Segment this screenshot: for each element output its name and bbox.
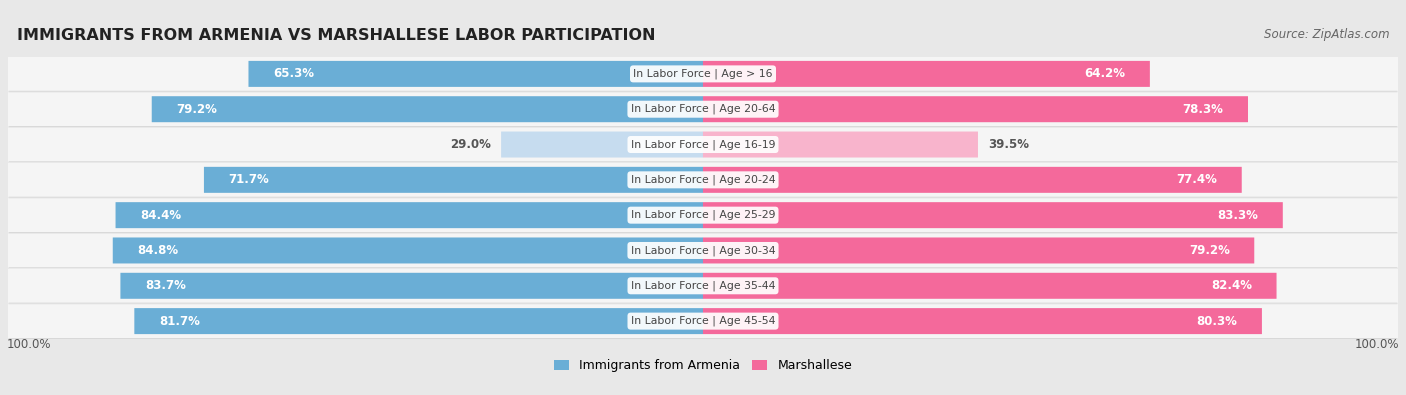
- FancyBboxPatch shape: [8, 163, 1398, 198]
- FancyBboxPatch shape: [703, 202, 1282, 228]
- Legend: Immigrants from Armenia, Marshallese: Immigrants from Armenia, Marshallese: [548, 354, 858, 377]
- FancyBboxPatch shape: [204, 167, 703, 193]
- FancyBboxPatch shape: [703, 308, 1263, 334]
- Text: 83.3%: 83.3%: [1218, 209, 1258, 222]
- Text: 77.4%: 77.4%: [1177, 173, 1218, 186]
- Text: In Labor Force | Age 20-64: In Labor Force | Age 20-64: [631, 104, 775, 115]
- Text: 65.3%: 65.3%: [273, 68, 314, 81]
- Text: 79.2%: 79.2%: [176, 103, 217, 116]
- FancyBboxPatch shape: [8, 57, 1398, 91]
- FancyBboxPatch shape: [8, 198, 1398, 232]
- FancyBboxPatch shape: [135, 308, 703, 334]
- Text: Source: ZipAtlas.com: Source: ZipAtlas.com: [1264, 28, 1389, 41]
- Text: 84.4%: 84.4%: [141, 209, 181, 222]
- FancyBboxPatch shape: [703, 132, 979, 158]
- FancyBboxPatch shape: [8, 128, 1398, 162]
- FancyBboxPatch shape: [501, 132, 703, 158]
- FancyBboxPatch shape: [8, 269, 1398, 303]
- Text: In Labor Force | Age > 16: In Labor Force | Age > 16: [633, 69, 773, 79]
- Text: IMMIGRANTS FROM ARMENIA VS MARSHALLESE LABOR PARTICIPATION: IMMIGRANTS FROM ARMENIA VS MARSHALLESE L…: [17, 28, 655, 43]
- Text: 78.3%: 78.3%: [1182, 103, 1223, 116]
- Text: In Labor Force | Age 25-29: In Labor Force | Age 25-29: [631, 210, 775, 220]
- Text: 39.5%: 39.5%: [988, 138, 1029, 151]
- FancyBboxPatch shape: [8, 304, 1398, 338]
- FancyBboxPatch shape: [8, 163, 1398, 197]
- FancyBboxPatch shape: [703, 167, 1241, 193]
- FancyBboxPatch shape: [8, 92, 1398, 127]
- FancyBboxPatch shape: [8, 57, 1398, 91]
- Text: 100.0%: 100.0%: [7, 338, 52, 351]
- FancyBboxPatch shape: [152, 96, 703, 122]
- Text: In Labor Force | Age 45-54: In Labor Force | Age 45-54: [631, 316, 775, 326]
- FancyBboxPatch shape: [8, 92, 1398, 126]
- Text: 81.7%: 81.7%: [159, 314, 200, 327]
- FancyBboxPatch shape: [115, 202, 703, 228]
- Text: In Labor Force | Age 20-24: In Labor Force | Age 20-24: [631, 175, 775, 185]
- FancyBboxPatch shape: [249, 61, 703, 87]
- FancyBboxPatch shape: [8, 128, 1398, 162]
- FancyBboxPatch shape: [112, 237, 703, 263]
- Text: 64.2%: 64.2%: [1084, 68, 1125, 81]
- Text: 80.3%: 80.3%: [1197, 314, 1237, 327]
- Text: 71.7%: 71.7%: [228, 173, 269, 186]
- FancyBboxPatch shape: [8, 269, 1398, 303]
- Text: In Labor Force | Age 16-19: In Labor Force | Age 16-19: [631, 139, 775, 150]
- Text: 83.7%: 83.7%: [145, 279, 186, 292]
- FancyBboxPatch shape: [8, 234, 1398, 268]
- FancyBboxPatch shape: [8, 304, 1398, 339]
- FancyBboxPatch shape: [8, 198, 1398, 233]
- FancyBboxPatch shape: [703, 273, 1277, 299]
- FancyBboxPatch shape: [121, 273, 703, 299]
- Text: 82.4%: 82.4%: [1211, 279, 1253, 292]
- FancyBboxPatch shape: [703, 96, 1249, 122]
- Text: In Labor Force | Age 30-34: In Labor Force | Age 30-34: [631, 245, 775, 256]
- Text: 84.8%: 84.8%: [138, 244, 179, 257]
- FancyBboxPatch shape: [703, 237, 1254, 263]
- Text: 79.2%: 79.2%: [1189, 244, 1230, 257]
- Text: In Labor Force | Age 35-44: In Labor Force | Age 35-44: [631, 280, 775, 291]
- Text: 29.0%: 29.0%: [450, 138, 491, 151]
- FancyBboxPatch shape: [703, 61, 1150, 87]
- FancyBboxPatch shape: [8, 233, 1398, 267]
- Text: 100.0%: 100.0%: [1354, 338, 1399, 351]
